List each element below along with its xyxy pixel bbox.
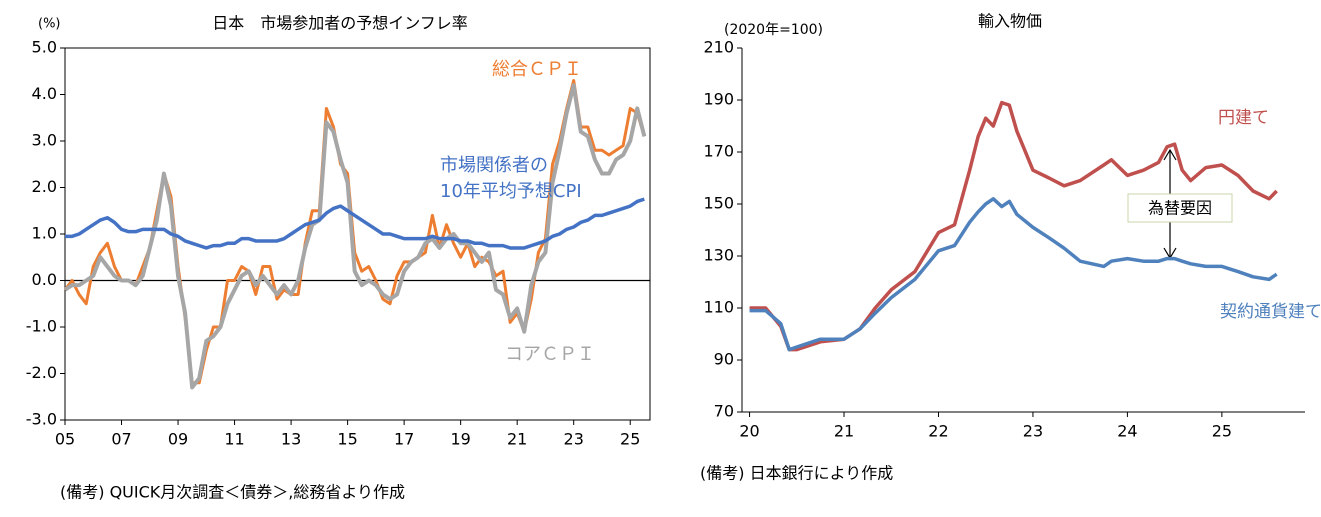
chart-title: 日本 市場参加者の予想インフレ率	[212, 14, 468, 33]
y-tick-label: 0.0	[32, 270, 57, 289]
series-label: 契約通貨建て	[1220, 302, 1321, 322]
y-tick-label: 130	[703, 246, 734, 265]
y-tick-label: 70	[714, 402, 734, 421]
y-tick-label: 150	[703, 194, 734, 213]
annotation-box	[1127, 193, 1233, 223]
y-tick-label: 190	[703, 90, 734, 109]
y-tick-label: 3.0	[32, 131, 57, 150]
series-line	[749, 100, 1278, 352]
y-tick-label: 5.0	[32, 38, 57, 57]
y-axis-unit: (2020年=100)	[724, 22, 823, 38]
x-tick-label: 21	[834, 422, 854, 441]
series-label: 総合ＣＰＩ	[492, 59, 582, 80]
x-tick-label: 25	[620, 430, 640, 449]
x-tick-label: 23	[1023, 422, 1043, 441]
x-tick-label: 11	[224, 430, 244, 449]
note: (備考) 日本銀行により作成	[700, 464, 893, 483]
series-label: 市場関係者の	[440, 155, 548, 176]
y-tick-label: 210	[703, 38, 734, 57]
y-tick-label: 170	[703, 142, 734, 161]
arrow-head	[1163, 148, 1177, 161]
series-line	[63, 83, 647, 390]
x-tick-label: 21	[507, 430, 527, 449]
series-label: コアＣＰＩ	[505, 344, 595, 365]
y-tick-label: -2.0	[26, 363, 57, 382]
x-tick-label: 25	[1212, 422, 1232, 441]
y-tick-label: 90	[714, 350, 734, 369]
annotation: 為替要因	[1148, 199, 1212, 218]
x-tick-label: 07	[111, 430, 131, 449]
x-tick-label: 19	[450, 430, 470, 449]
x-tick-label: 17	[394, 430, 414, 449]
series-label: 円建て	[1218, 108, 1269, 128]
y-tick-label: 110	[703, 298, 734, 317]
chart-title: 輸入物価	[978, 12, 1042, 31]
y-tick-label: -1.0	[26, 317, 57, 336]
series-line	[65, 197, 645, 250]
y-tick-label: 1.0	[32, 224, 57, 243]
y-tick-label: 4.0	[32, 84, 57, 103]
x-tick-label: 15	[337, 430, 357, 449]
series-label: 10年平均予想CPI	[440, 181, 582, 202]
y-tick-label: -3.0	[26, 410, 57, 429]
x-tick-label: 22	[928, 422, 948, 441]
x-tick-label: 20	[739, 422, 759, 441]
y-tick-label: 2.0	[32, 177, 57, 196]
x-tick-label: 23	[564, 430, 584, 449]
x-tick-label: 24	[1117, 422, 1137, 441]
x-tick-label: 13	[281, 430, 301, 449]
series-line	[749, 197, 1278, 352]
x-tick-label: 05	[55, 430, 75, 449]
x-tick-label: 09	[168, 430, 188, 449]
note: (備考) QUICK月次調査＜債券＞,総務省より作成	[60, 483, 405, 502]
y-axis-unit: (%)	[38, 17, 61, 32]
